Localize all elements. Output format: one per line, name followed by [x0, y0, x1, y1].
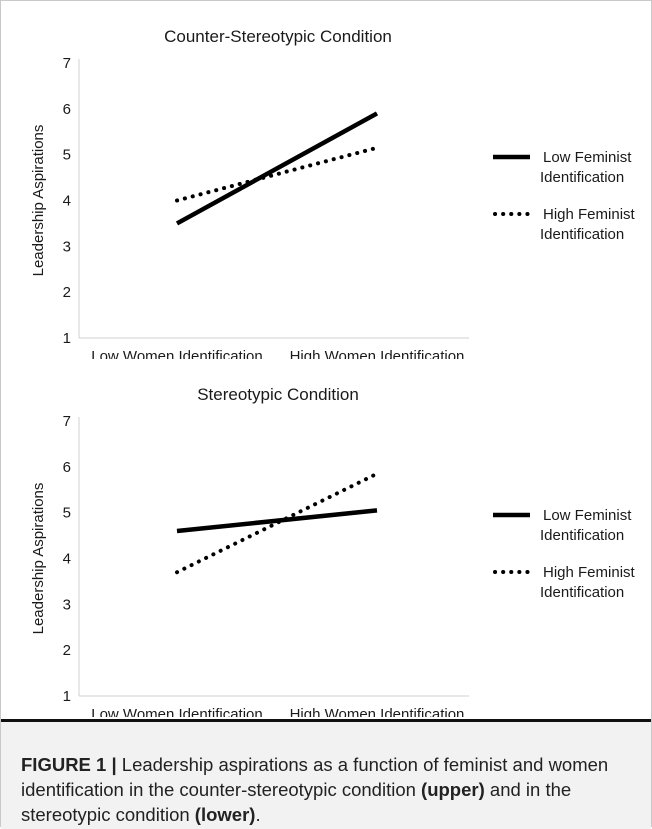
chart-title: Stereotypic Condition: [197, 385, 359, 404]
y-tick-label: 2: [63, 642, 71, 659]
y-tick-label: 5: [63, 147, 71, 164]
lower-chart: Stereotypic Condition 1 2 3 4 5 6 7 Low Women Id…: [30, 385, 636, 717]
y-tick-label: 6: [63, 101, 71, 118]
x-tick-label: Low Women Identification: [91, 706, 262, 717]
y-tick-label: 7: [63, 413, 71, 430]
y-axis-title: Leadership Aspirations: [30, 483, 47, 635]
y-tick-label: 3: [63, 238, 71, 255]
legend-label: High Feminist Identification: [540, 206, 636, 243]
y-tick-label: 4: [63, 551, 71, 568]
legend-label: High Feminist Identification: [540, 564, 636, 601]
caption-text-part-3: .: [255, 804, 261, 825]
y-tick-label: 6: [63, 459, 71, 476]
y-tick-label: 3: [63, 596, 71, 613]
series-line-high-feminist: [175, 145, 379, 203]
caption-label: FIGURE 1 |: [21, 754, 117, 775]
x-tick-label: Low Women Identification: [91, 348, 262, 359]
series-line-low-feminist: [176, 508, 378, 534]
chart-title: Counter-Stereotypic Condition: [164, 27, 392, 46]
x-tick-label: High Women Identification: [290, 348, 465, 359]
legend-label: Low Feminist Identification: [540, 149, 632, 186]
caption-upper: (upper): [421, 779, 485, 800]
y-tick-label: 1: [63, 330, 71, 347]
y-tick-label: 7: [63, 55, 71, 72]
y-tick-label: 2: [63, 284, 71, 301]
legend-label: Low Feminist Identification: [540, 507, 632, 544]
caption-text-part-1: Leadership aspirations as a function of …: [21, 754, 609, 800]
figure-caption: FIGURE 1 | Leadership aspirations as a f…: [21, 752, 631, 827]
series-line-high-feminist: [175, 471, 379, 575]
series-line-low-feminist: [175, 111, 379, 226]
x-tick-label: High Women Identification: [290, 706, 465, 717]
y-tick-label: 5: [63, 505, 71, 522]
caption-lower: (lower): [194, 804, 256, 825]
caption-text-part-2: and in the stereotypic condition: [21, 779, 572, 825]
caption-area: FIGURE 1 | Leadership aspirations as a f…: [1, 719, 651, 829]
y-tick-label: 4: [63, 193, 71, 210]
y-tick-label: 1: [63, 688, 71, 705]
upper-chart: Counter-Stereotypic Condition 1 2 3 4 5 6 7 Low …: [30, 27, 636, 359]
y-axis-title: Leadership Aspirations: [30, 125, 47, 277]
